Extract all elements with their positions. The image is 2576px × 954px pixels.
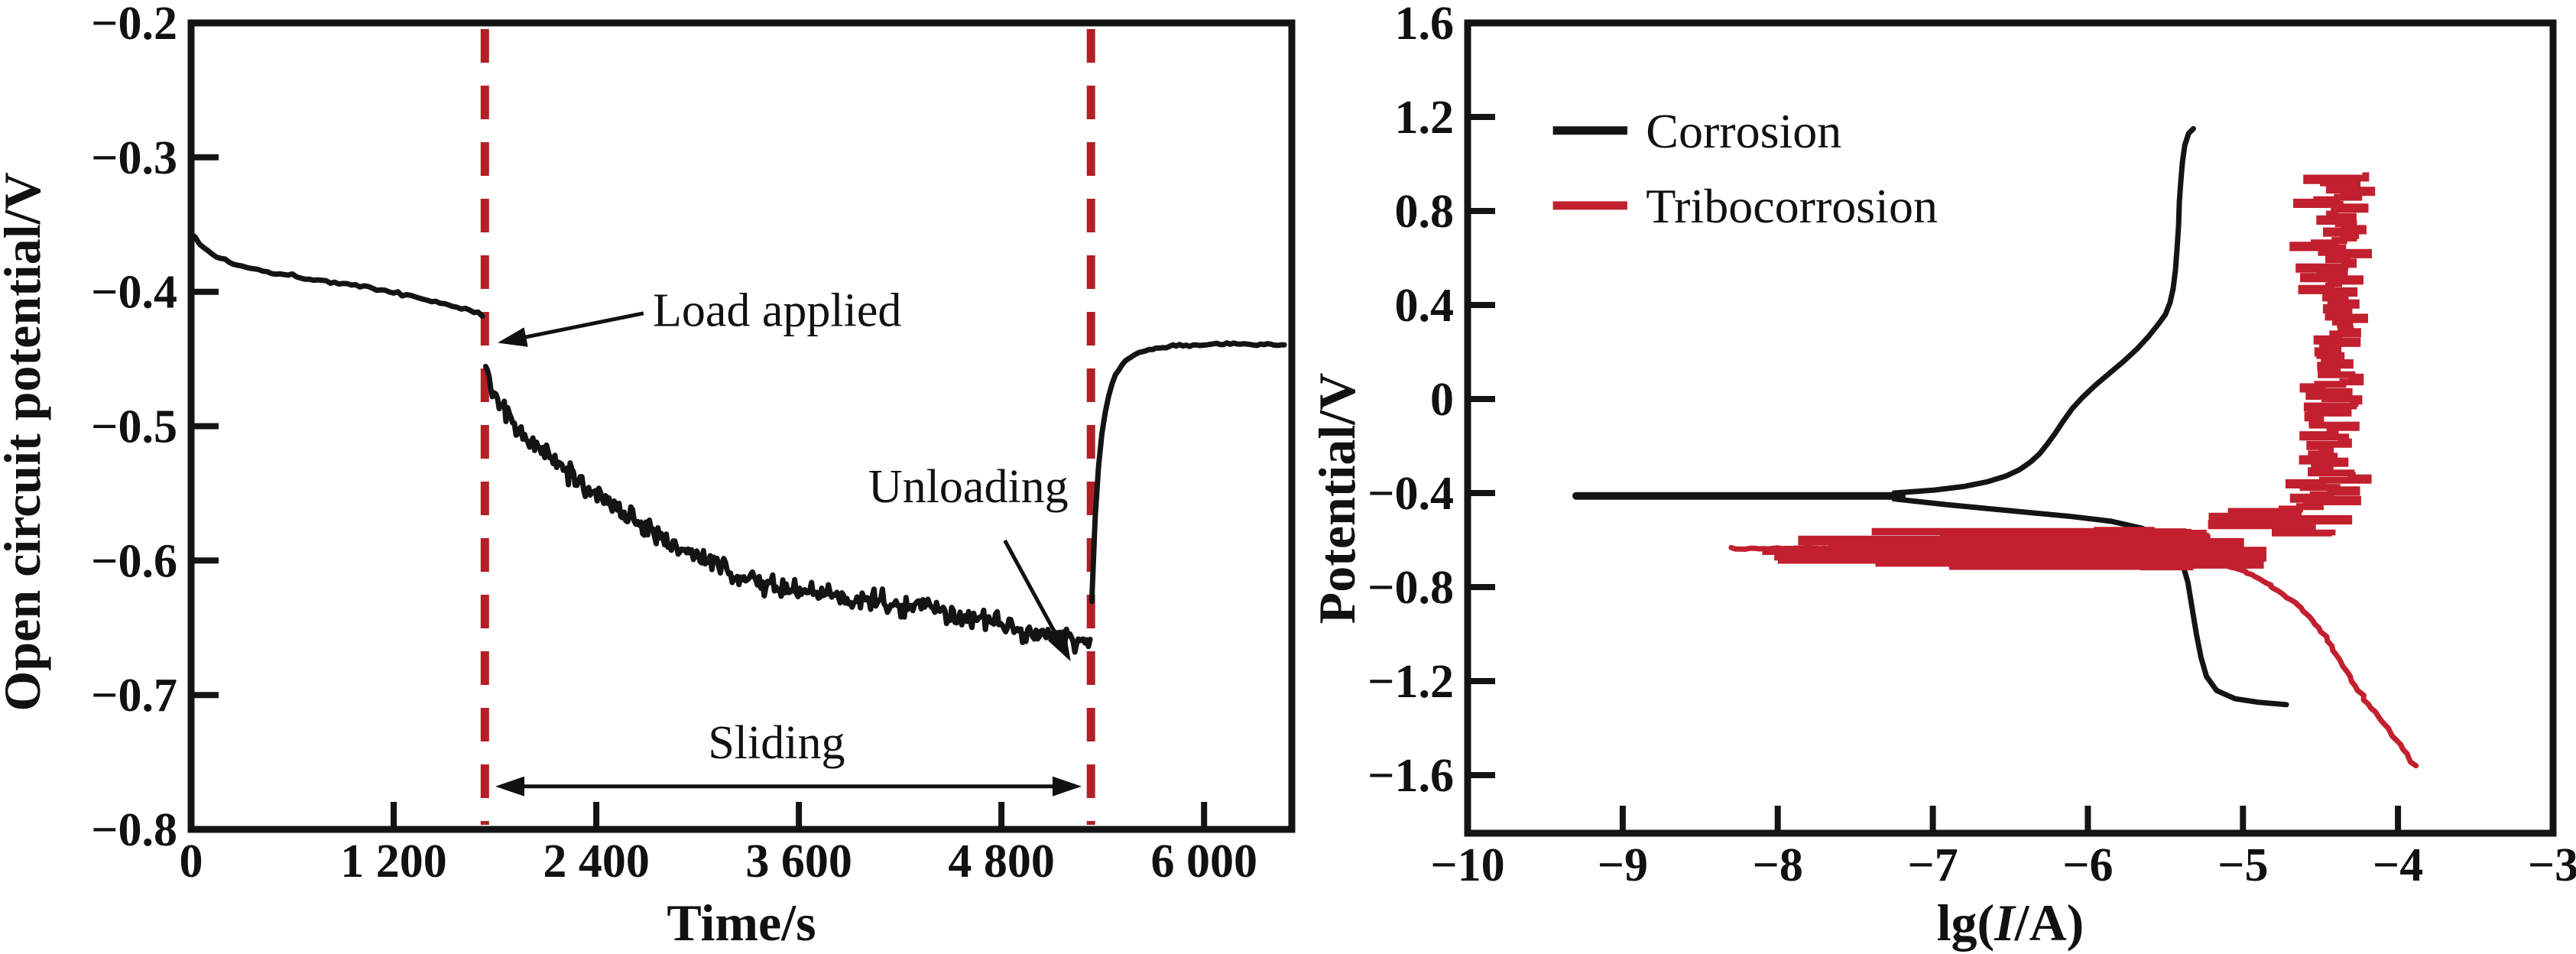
y-tick-label: −0.4: [1367, 468, 1454, 520]
x-tick-label: 3 600: [745, 836, 852, 887]
corrosion-segment-2: [1891, 496, 2289, 708]
plot-frame: [187, 19, 1296, 833]
x-tick-label: 2 400: [543, 836, 650, 887]
unloading-annotation: Unloading: [868, 461, 1071, 662]
y-tick-label: 0.8: [1395, 186, 1455, 238]
open-circuit-potential-segment-0: [188, 231, 485, 320]
left-x-axis-title: Time/s: [667, 894, 816, 952]
sliding-arrowhead: [495, 776, 524, 797]
x-tick-label: −4: [2373, 839, 2423, 891]
y-tick-label: −1.2: [1367, 656, 1454, 708]
x-tick-label: 4 800: [948, 836, 1055, 887]
y-tick-label: −0.5: [91, 401, 177, 453]
legend-label-corrosion: Corrosion: [1646, 104, 1841, 158]
sliding-annotation: Sliding: [495, 717, 1082, 797]
load-applied-label: Load applied: [653, 285, 901, 337]
right-y-axis-title: Potential/V: [1308, 373, 1366, 625]
load-applied-annotation: Load applied: [497, 285, 901, 347]
y-tick-label: −0.6: [91, 535, 177, 587]
corrosion-segment-1: [1891, 125, 2196, 496]
x-tick-label: −10: [1430, 839, 1504, 891]
unloading-label: Unloading: [868, 461, 1069, 513]
sliding-arrowhead: [1053, 776, 1082, 797]
tribocorrosion-segment-4: [2217, 560, 2419, 769]
y-tick-label: 0.4: [1395, 280, 1455, 332]
y-tick-label: −0.4: [91, 267, 177, 319]
load-applied-arrowhead: [497, 327, 528, 347]
y-tick-label: −0.3: [91, 132, 177, 184]
y-tick-label: −0.2: [91, 0, 177, 50]
open-circuit-potential-segment-2: [1088, 340, 1287, 605]
unloading-arrow-line: [1003, 539, 1060, 640]
right-x-axis-title-suffix: /A): [2014, 894, 2084, 952]
unloading-arrowhead: [1048, 631, 1071, 662]
y-tick-label: 0: [1430, 374, 1454, 426]
y-tick-label: 1.2: [1395, 92, 1455, 144]
y-tick-label: −0.7: [91, 670, 177, 722]
right-x-axis-title-prefix: lg(: [1937, 894, 1995, 952]
right-x-axis-title: lg(I/A): [1937, 894, 2084, 952]
y-tick-label: −0.8: [91, 804, 177, 856]
open-circuit-potential-segment-1: [482, 363, 1093, 655]
x-tick-label: 0: [180, 836, 203, 887]
x-tick-label: −6: [2062, 839, 2113, 891]
tribocorrosion-segment-3: [2208, 172, 2376, 537]
x-tick-label: 6 000: [1150, 836, 1257, 887]
y-tick-label: 1.6: [1395, 0, 1455, 50]
polarization-chart: −10 −9 −8 −7 −6 −5 −4 −3 1.6 1.2 0.8 0.4 0 −0.4 −0.8 −1…: [1367, 0, 2576, 891]
x-tick-label: 1 200: [340, 836, 447, 887]
x-tick-label: −3: [2528, 839, 2576, 891]
legend-label-tribocorrosion: Tribocorrosion: [1646, 179, 1938, 233]
sliding-label: Sliding: [708, 717, 845, 769]
left-y-axis-title: Open circuit potential/V: [0, 172, 51, 711]
x-tick-label: −7: [1907, 839, 1958, 891]
plot-frame: [1464, 19, 2557, 837]
x-tick-label: −8: [1753, 839, 1803, 891]
legend: Corrosion Tribocorrosion: [1552, 104, 1938, 233]
y-tick-label: −1.6: [1367, 750, 1454, 802]
load-applied-arrow-line: [522, 311, 644, 340]
x-tick-label: −9: [1598, 839, 1648, 891]
y-tick-label: −0.8: [1367, 562, 1454, 614]
right-x-axis-title-symbol: I: [1994, 894, 2016, 952]
ocp-time-chart: 0 1 200 2 400 3 600 4 800 6 000 −0.2 −0.3 −0.4 −0…: [91, 0, 1296, 887]
x-tick-label: −5: [2218, 839, 2268, 891]
